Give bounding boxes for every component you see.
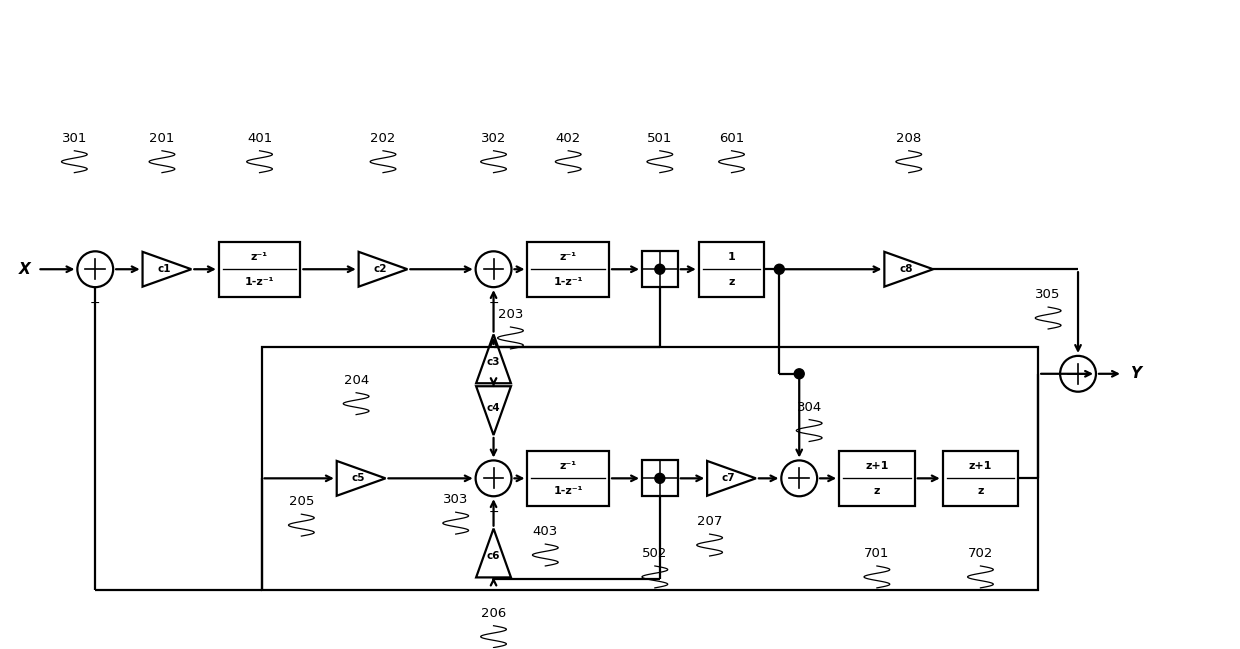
Text: 403: 403 (533, 525, 558, 538)
Text: c4: c4 (487, 402, 501, 413)
Text: 402: 402 (556, 132, 580, 145)
Text: c6: c6 (487, 551, 500, 561)
Text: z: z (874, 486, 880, 496)
Text: 502: 502 (642, 547, 667, 560)
Bar (642, 251, 678, 287)
Bar (642, 460, 678, 496)
Text: 304: 304 (796, 400, 822, 413)
Text: c8: c8 (899, 264, 913, 275)
Text: 701: 701 (864, 547, 889, 560)
Text: z⁻¹: z⁻¹ (250, 252, 268, 262)
Text: 1: 1 (728, 252, 735, 262)
Text: 1-z⁻¹: 1-z⁻¹ (553, 486, 583, 496)
Text: 206: 206 (481, 607, 506, 620)
Text: X: X (19, 262, 31, 276)
Text: 302: 302 (481, 132, 506, 145)
Text: 401: 401 (247, 132, 272, 145)
Bar (839, 451, 915, 506)
Text: z⁻¹: z⁻¹ (559, 461, 577, 471)
Text: c1: c1 (157, 264, 171, 275)
Text: 303: 303 (443, 493, 469, 506)
Bar (699, 242, 764, 297)
Text: 207: 207 (697, 515, 723, 528)
Bar (527, 451, 609, 506)
Text: Y: Y (1130, 366, 1141, 382)
Bar (527, 242, 609, 297)
Text: z: z (977, 486, 983, 496)
Text: z+1: z+1 (866, 461, 889, 471)
Text: 203: 203 (497, 308, 523, 321)
Text: z+1: z+1 (968, 461, 992, 471)
Circle shape (795, 369, 805, 379)
Bar (218, 242, 300, 297)
Text: 501: 501 (647, 132, 672, 145)
Circle shape (655, 264, 665, 275)
Bar (942, 451, 1018, 506)
Text: 205: 205 (289, 495, 314, 508)
Text: 202: 202 (371, 132, 396, 145)
Text: c7: c7 (722, 473, 735, 484)
Bar (262, 347, 1038, 590)
Text: 201: 201 (149, 132, 175, 145)
Text: 301: 301 (62, 132, 87, 145)
Text: −: − (489, 506, 498, 519)
Text: −: − (91, 297, 100, 310)
Text: 204: 204 (343, 374, 368, 387)
Text: z: z (728, 277, 735, 287)
Circle shape (774, 264, 784, 275)
Text: 1-z⁻¹: 1-z⁻¹ (553, 277, 583, 287)
Text: 601: 601 (719, 132, 744, 145)
Text: −: − (489, 297, 498, 310)
Text: c2: c2 (373, 264, 387, 275)
Text: 305: 305 (1035, 288, 1061, 301)
Text: c3: c3 (487, 357, 500, 367)
Text: 208: 208 (897, 132, 921, 145)
Circle shape (655, 473, 665, 484)
Text: 1-z⁻¹: 1-z⁻¹ (244, 277, 274, 287)
Text: z⁻¹: z⁻¹ (559, 252, 577, 262)
Text: c5: c5 (351, 473, 365, 484)
Text: 702: 702 (967, 547, 993, 560)
